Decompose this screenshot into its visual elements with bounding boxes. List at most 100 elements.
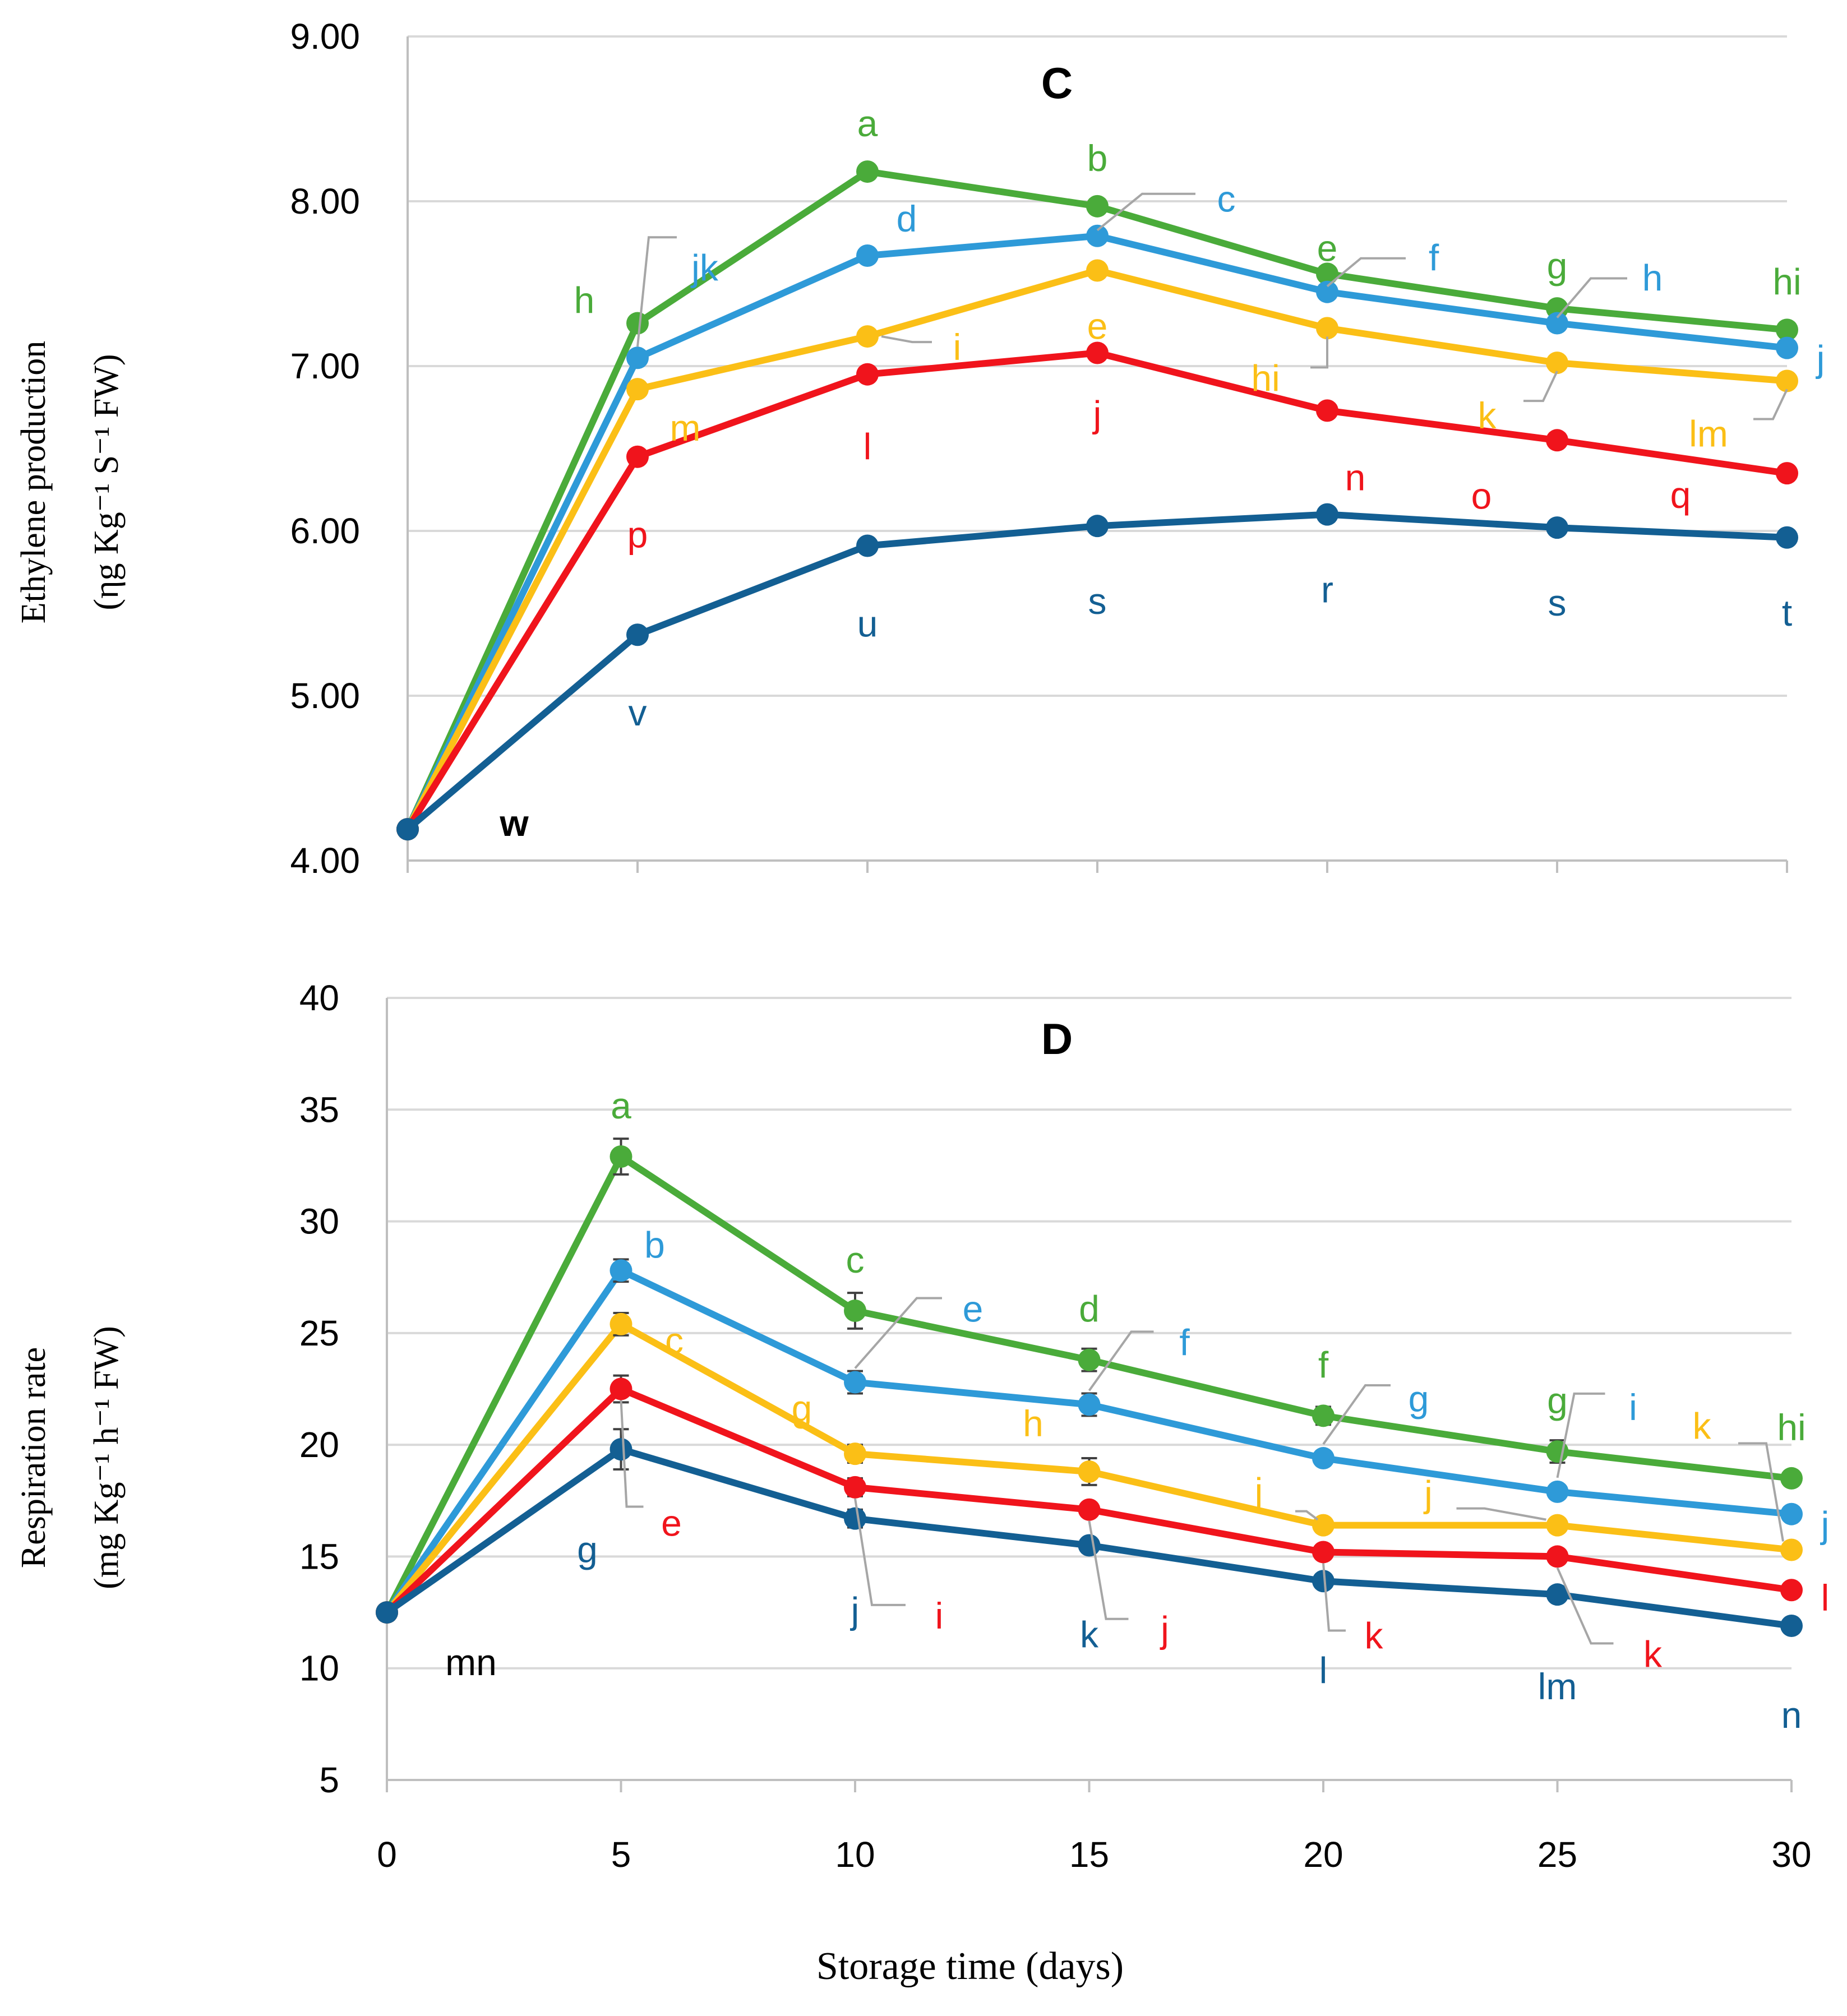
y-tick-label: 40 [299, 978, 339, 1018]
y-tick-label: 8.00 [290, 181, 360, 221]
significance-letter: j [1423, 1473, 1433, 1515]
significance-letter: g [577, 1529, 598, 1570]
data-point [1086, 341, 1109, 364]
x-axis-label: Storage time (days) [816, 1945, 1124, 1988]
x-tick-label: 15 [1069, 1834, 1109, 1875]
significance-letter: e [1317, 227, 1338, 269]
panel-c-y-tick-labels: 4.00 5.00 6.00 7.00 8.00 9.00 [290, 16, 360, 881]
data-point [1078, 1348, 1101, 1371]
leader-line [854, 1498, 906, 1606]
series-dark-blue [396, 503, 1798, 841]
y-tick-label: 6.00 [290, 511, 360, 551]
significance-letter: g [1547, 245, 1568, 286]
leader-line [1088, 1520, 1129, 1620]
significance-letter: h [574, 280, 595, 321]
significance-letter: i [935, 1595, 944, 1636]
data-point [856, 244, 879, 267]
data-point [609, 1145, 632, 1168]
significance-letter: j [1816, 338, 1825, 380]
leader-line [1556, 277, 1627, 318]
significance-letter: k [1365, 1615, 1384, 1656]
panel-c-series [396, 160, 1798, 841]
panel-c-ylabel-line1: Ethylene production [15, 341, 53, 623]
significance-letter: j [1160, 1609, 1169, 1650]
significance-letter: f [1179, 1321, 1190, 1363]
significance-letter: e [661, 1502, 682, 1544]
leader-line [1753, 389, 1788, 420]
data-point [1078, 1460, 1101, 1483]
significance-letter: w [499, 802, 529, 844]
data-point [1776, 336, 1798, 359]
panel-d-series [376, 1138, 1803, 1637]
panel-c-axes [407, 36, 1788, 873]
data-point [1078, 1534, 1101, 1557]
data-point [1312, 1541, 1335, 1564]
data-point [1546, 1545, 1569, 1568]
leader-line [881, 335, 932, 344]
y-tick-label: 5.00 [290, 676, 360, 716]
significance-letter: p [627, 514, 648, 556]
significance-letter: d [897, 198, 917, 239]
data-point [609, 1312, 632, 1335]
significance-letter: g [1409, 1378, 1429, 1419]
data-point [1312, 1447, 1335, 1470]
y-tick-label: 20 [299, 1425, 339, 1465]
x-tick-label: 5 [611, 1834, 631, 1875]
panel-d-y-tick-labels: 5 10 15 20 25 30 35 40 [299, 978, 339, 1800]
y-tick-label: 35 [299, 1089, 339, 1130]
leader-line [1096, 192, 1195, 232]
series-dark-blue [376, 1428, 1803, 1637]
data-point [1078, 1498, 1101, 1521]
data-point [1780, 1579, 1803, 1602]
data-point [1780, 1467, 1803, 1490]
series-red [396, 341, 1798, 841]
significance-letter: j [850, 1590, 860, 1631]
significance-letter: e [1087, 305, 1108, 346]
data-point [626, 312, 649, 335]
data-point [626, 445, 649, 468]
panel-c-ylabel-line2: (ηg Kg⁻¹ S⁻¹ FW) [87, 354, 126, 610]
data-point [1312, 1404, 1335, 1427]
significance-letter: k [1478, 395, 1497, 436]
data-point [609, 1438, 632, 1461]
leader-line [1523, 371, 1558, 403]
leader-line [1322, 1384, 1391, 1445]
data-point [856, 325, 879, 348]
significance-letter: n [1345, 456, 1366, 498]
significance-letter: lm [1689, 413, 1728, 454]
significance-letter: mn [445, 1642, 497, 1683]
significance-letter: s [1548, 582, 1567, 623]
significance-letter: h [1642, 257, 1663, 299]
data-point [856, 534, 879, 557]
panel-d-ylabel-line2: (mg Kg⁻¹ h⁻¹ FW) [87, 1326, 126, 1589]
y-tick-label: 7.00 [290, 346, 360, 386]
data-point [1086, 515, 1109, 538]
leader-line [620, 1400, 644, 1508]
data-point [856, 363, 879, 386]
data-point [609, 1377, 632, 1400]
data-point [844, 1476, 866, 1499]
data-point [1546, 1480, 1569, 1503]
significance-letter: e [963, 1288, 983, 1330]
significance-letter: hi [1251, 357, 1280, 399]
significance-letter: d [1079, 1288, 1100, 1330]
significance-letter: f [1318, 1344, 1329, 1385]
significance-letter: i [1629, 1386, 1637, 1428]
data-point [1312, 1570, 1335, 1593]
data-point [1546, 312, 1568, 335]
panel-d-x-tick-labels: 0 5 10 15 20 25 30 [377, 1834, 1811, 1875]
significance-letter: j [1092, 393, 1102, 434]
data-point [1776, 462, 1798, 485]
leader-line [1556, 1392, 1605, 1478]
data-point [1078, 1393, 1101, 1416]
y-tick-label: 9.00 [290, 16, 360, 57]
data-point [844, 1507, 866, 1530]
panel-c-title: C [1041, 58, 1073, 108]
data-point [1776, 318, 1798, 341]
significance-letter: l [864, 426, 872, 468]
significance-letter: a [857, 103, 878, 144]
significance-letter: k [1693, 1405, 1712, 1446]
